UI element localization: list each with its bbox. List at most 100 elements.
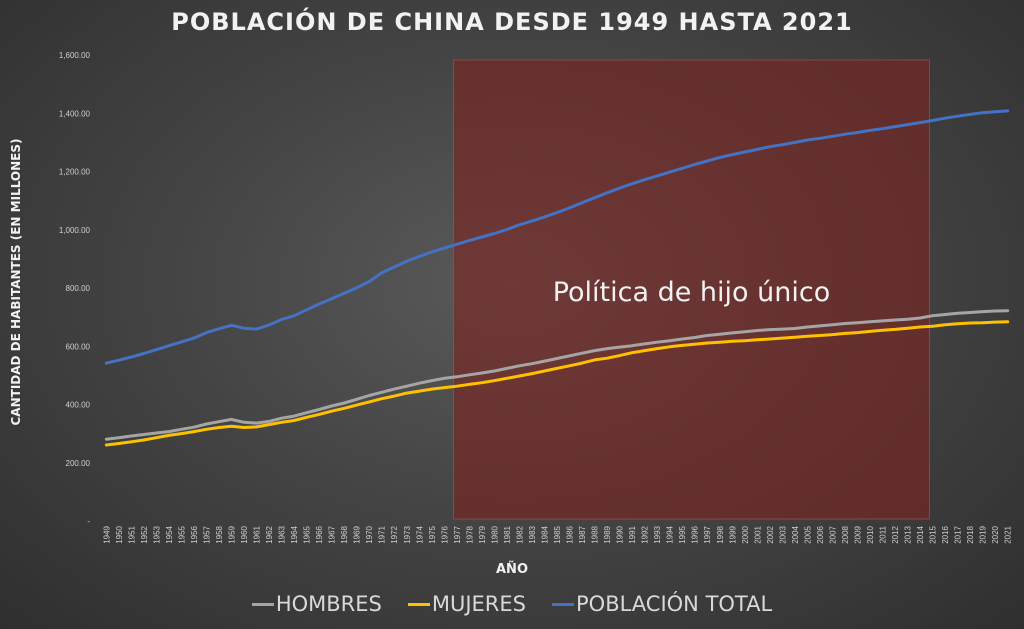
x-tick-label: 2006 [816, 525, 825, 543]
data-point [643, 343, 646, 345]
x-tick-label: 2013 [904, 525, 913, 543]
data-point [568, 355, 571, 357]
data-point [143, 439, 145, 441]
data-point [355, 404, 358, 406]
data-point [781, 143, 784, 146]
data-point [155, 436, 158, 439]
data-point [255, 426, 258, 428]
data-point [656, 347, 658, 350]
x-tick-label: 1996 [691, 525, 700, 543]
legend-swatch-hombres [251, 602, 274, 606]
data-point [556, 211, 558, 214]
x-tick-label: 2020 [991, 525, 1000, 543]
legend-label-mujeres: MUJERES [431, 592, 527, 616]
data-point [668, 171, 671, 173]
x-tick-label: 1969 [353, 525, 362, 543]
x-tick-label: 2004 [791, 525, 800, 543]
data-point [443, 386, 446, 389]
x-tick-label: 1994 [666, 525, 675, 543]
x-tick-label: 1988 [591, 525, 600, 543]
data-point [581, 352, 583, 355]
data-point [756, 148, 759, 151]
x-tick-label: 1968 [340, 525, 349, 543]
data-point [443, 377, 446, 380]
x-tick-label: 1987 [578, 525, 587, 543]
data-point [869, 320, 871, 323]
data-point [693, 163, 696, 166]
x-tick-label: 1966 [315, 525, 324, 543]
x-tick-label: 1953 [152, 525, 161, 543]
data-point [831, 323, 834, 326]
data-point [205, 428, 208, 431]
legend-item-poblacion-total: POBLACIÓN TOTAL [552, 592, 772, 616]
data-point [1006, 320, 1009, 323]
data-point [956, 323, 959, 325]
data-point [117, 359, 120, 362]
data-point [130, 440, 133, 443]
x-tick-label: 1993 [653, 525, 662, 543]
x-tick-label: 2019 [979, 525, 988, 543]
data-point [481, 236, 483, 238]
data-point [906, 123, 909, 126]
data-point [606, 357, 608, 359]
data-point [806, 326, 809, 328]
data-point [380, 272, 383, 274]
data-point [919, 317, 921, 319]
legend-label-hombres: HOMBRES [275, 592, 382, 616]
data-point [881, 329, 884, 332]
x-tick-label: 1992 [641, 525, 650, 543]
data-point [243, 327, 245, 329]
data-point [606, 347, 608, 350]
data-point [794, 141, 796, 144]
data-point [218, 327, 220, 330]
data-point [518, 223, 521, 226]
data-point [819, 137, 821, 140]
data-point [443, 247, 446, 249]
data-point [919, 121, 921, 124]
x-tick-label: 2018 [966, 525, 975, 543]
data-point [117, 442, 120, 445]
data-point [506, 367, 508, 370]
data-point [155, 348, 158, 351]
y-tick-label: 600.00 [66, 342, 91, 351]
chart-title: POBLACIÓN DE CHINA DESDE 1949 HASTA 2021 [171, 8, 853, 36]
data-point [631, 182, 633, 185]
data-point [656, 341, 658, 343]
data-point [919, 326, 921, 328]
data-point [931, 314, 934, 317]
data-point [906, 318, 909, 320]
data-point [355, 398, 358, 401]
legend: HOMBRES MUJERES POBLACIÓN TOTAL [0, 592, 1024, 616]
y-tick-label: 1,600.00 [59, 51, 91, 60]
data-point [744, 330, 746, 333]
data-point [105, 444, 108, 446]
legend-item-hombres: HOMBRES [251, 592, 382, 616]
data-point [706, 160, 709, 162]
x-tick-label: 2009 [853, 525, 862, 543]
y-tick-label: 1,000.00 [59, 226, 91, 235]
data-point [731, 340, 734, 343]
policy-band [453, 59, 930, 520]
data-point [693, 343, 696, 346]
data-point [668, 339, 671, 342]
data-point [468, 373, 471, 376]
data-point [130, 435, 133, 437]
x-tick-label: 1986 [566, 525, 575, 543]
x-tick-label: 1975 [428, 525, 437, 543]
data-point [318, 413, 320, 416]
x-tick-label: 1952 [140, 525, 149, 543]
data-point [756, 339, 759, 341]
x-tick-label: 1957 [202, 525, 211, 543]
data-point [456, 385, 458, 387]
data-point [656, 175, 658, 177]
x-tick-label: 1984 [540, 525, 549, 543]
data-point [330, 297, 333, 300]
data-point [293, 314, 295, 317]
y-tick-label: - [87, 517, 90, 526]
data-point [268, 423, 270, 426]
x-tick-label: 1949 [102, 525, 111, 543]
data-point [456, 243, 458, 246]
data-point [205, 331, 208, 334]
data-point [405, 392, 408, 394]
x-tick-label: 1950 [115, 525, 124, 543]
